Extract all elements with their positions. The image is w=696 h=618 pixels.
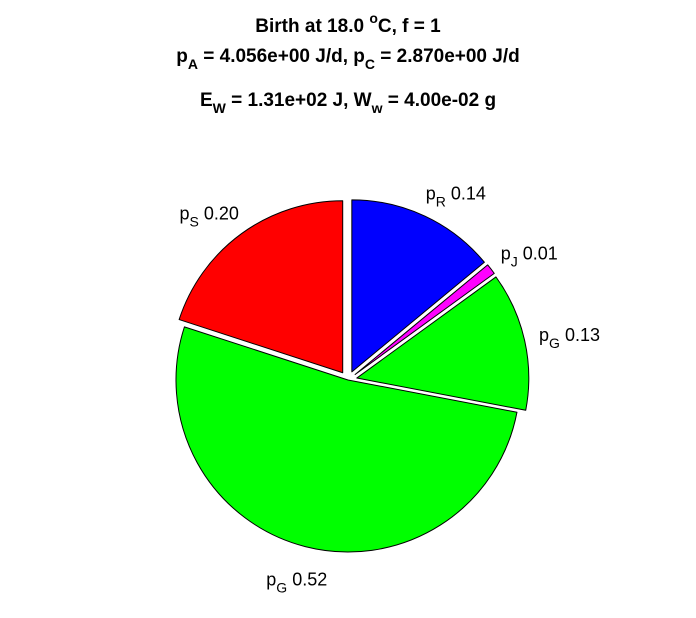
chart-title-line: pA = 4.056e+00 J/d, pC = 2.870e+00 J/d bbox=[176, 46, 519, 72]
slice-labels: pR 0.14 pJ 0.01 pG 0.13 pG 0.52 pS 0.20 bbox=[180, 184, 600, 596]
slice-label-ps-4: pS 0.20 bbox=[180, 203, 239, 229]
slice-label-pg-2: pG 0.13 bbox=[539, 325, 600, 351]
slice-label-pr-0: pR 0.14 bbox=[426, 184, 486, 210]
pie-slice-pj-1 bbox=[354, 264, 495, 375]
slice-label-pj-1: pJ 0.01 bbox=[501, 244, 558, 270]
slice-label-pg-3: pG 0.52 bbox=[266, 570, 327, 596]
pie-slice-pg-3 bbox=[175, 326, 518, 553]
pie-slice-ps-4 bbox=[178, 200, 344, 374]
pie-slice-pg-2 bbox=[356, 276, 530, 411]
chart-title-line: EW = 1.31e+02 J, Ww = 4.00e-02 g bbox=[200, 90, 496, 116]
chart-title: Birth at 18.0 oC, f = 1 pA = 4.056e+00 J/… bbox=[176, 10, 519, 116]
pie-slice-pr-0 bbox=[351, 199, 485, 373]
chart-title-line: Birth at 18.0 oC, f = 1 bbox=[255, 10, 441, 37]
pie-slices bbox=[175, 199, 530, 553]
